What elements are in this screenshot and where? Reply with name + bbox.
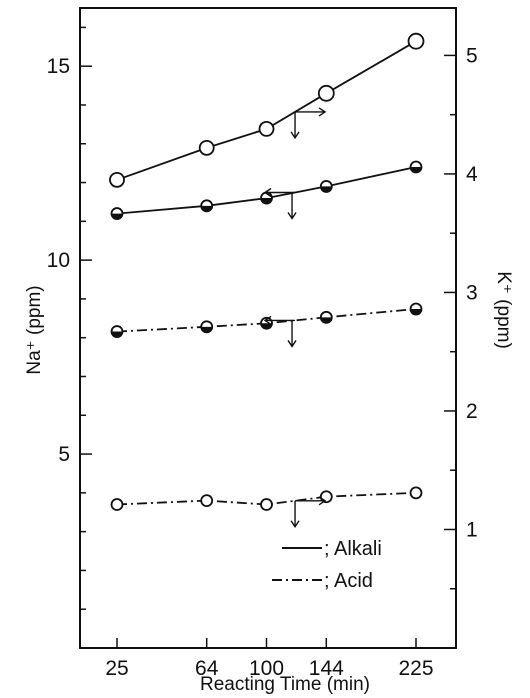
data-point-fill bbox=[320, 317, 332, 323]
x-tick-label: 225 bbox=[398, 657, 433, 680]
legend-label-acid: ; Acid bbox=[324, 570, 373, 592]
y-right-tick-label: 3 bbox=[466, 281, 478, 304]
x-tick-label: 25 bbox=[105, 657, 128, 680]
data-point-fill bbox=[410, 309, 422, 315]
indicator-arrowhead bbox=[263, 315, 272, 326]
y-right-tick-label: 4 bbox=[466, 163, 478, 186]
y-right-tick-label: 5 bbox=[466, 44, 478, 67]
data-point bbox=[110, 498, 124, 511]
data-point bbox=[258, 120, 275, 137]
legend-label-alkali: ; Alkali bbox=[324, 538, 382, 560]
data-point bbox=[200, 494, 214, 508]
plot-frame bbox=[79, 7, 457, 649]
y-left-tick-label: 15 bbox=[47, 55, 70, 78]
x-axis-label: Reacting Time (min) bbox=[200, 674, 370, 695]
axis-ticks: 5 10 15 1 2 3 4 5 25 64 100 144 225 bbox=[47, 26, 478, 680]
indicator-arrowhead-down bbox=[287, 212, 297, 220]
data-point-fill bbox=[410, 167, 422, 173]
indicator-arrowhead-down bbox=[290, 131, 300, 140]
indicator-arrowhead bbox=[318, 107, 327, 117]
series-layer bbox=[109, 32, 425, 511]
data-point bbox=[260, 498, 273, 511]
indicator-arrowhead bbox=[263, 187, 272, 198]
data-point-fill bbox=[111, 213, 123, 220]
indicator-arrowhead bbox=[318, 496, 327, 506]
data-point bbox=[409, 486, 423, 500]
series-line bbox=[116, 166, 417, 215]
data-point bbox=[109, 171, 125, 188]
y-axis-label-left: Na⁺ (ppm) bbox=[24, 285, 45, 374]
data-point-fill bbox=[111, 331, 123, 338]
y-axis-label-right: K⁺ (ppm) bbox=[493, 271, 514, 349]
y-left-tick-label: 10 bbox=[47, 249, 70, 272]
axis-indicators bbox=[263, 107, 327, 529]
data-point-fill bbox=[261, 323, 272, 329]
data-point bbox=[198, 139, 215, 156]
data-point-fill bbox=[201, 326, 213, 333]
x-tick-label: 64 bbox=[195, 657, 219, 680]
y-right-tick-label: 2 bbox=[466, 400, 478, 423]
y-left-tick-label: 5 bbox=[58, 443, 70, 466]
data-point-fill bbox=[261, 198, 272, 204]
legend: ; Alkali ; Acid bbox=[272, 538, 382, 592]
data-point bbox=[407, 32, 425, 50]
data-point bbox=[317, 84, 335, 102]
indicator-arrowhead-down bbox=[290, 520, 300, 529]
data-point-fill bbox=[320, 186, 332, 192]
series-line bbox=[116, 40, 417, 181]
y-right-tick-label: 1 bbox=[466, 518, 478, 541]
data-point-fill bbox=[201, 205, 213, 212]
x-tick-label: 144 bbox=[309, 657, 344, 680]
x-tick-label: 100 bbox=[249, 657, 284, 680]
indicator-arrowhead-down bbox=[287, 340, 297, 348]
